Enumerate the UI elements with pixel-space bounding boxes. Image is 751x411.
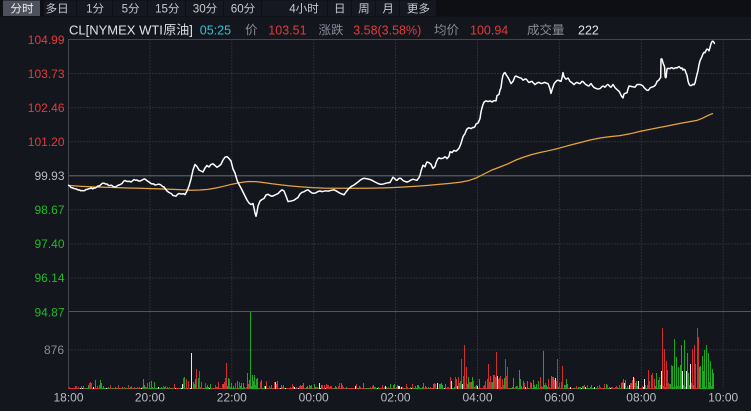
svg-text:15: 15 <box>155 3 168 16</box>
svg-text:100.94: 100.94 <box>470 23 508 37</box>
svg-text:99.93: 99.93 <box>34 169 64 183</box>
svg-text:22:00: 22:00 <box>217 391 247 405</box>
svg-text:30: 30 <box>193 3 206 16</box>
svg-text:20:00: 20:00 <box>135 391 165 405</box>
svg-text:98.67: 98.67 <box>34 203 64 217</box>
svg-text:96.14: 96.14 <box>34 271 64 285</box>
svg-text:02:00: 02:00 <box>381 391 411 405</box>
svg-text:4: 4 <box>289 3 296 16</box>
svg-text:1: 1 <box>86 3 92 16</box>
svg-text:10:00: 10:00 <box>708 391 738 405</box>
svg-text:18:00: 18:00 <box>53 391 83 405</box>
svg-text:103.51: 103.51 <box>268 23 306 37</box>
svg-text:]: ] <box>189 22 193 37</box>
svg-text:60: 60 <box>231 3 244 16</box>
svg-text:103.73: 103.73 <box>28 67 65 81</box>
svg-text:00:00: 00:00 <box>299 391 329 405</box>
svg-text:5: 5 <box>122 3 128 16</box>
svg-text:222: 222 <box>578 23 599 37</box>
svg-text:05:25: 05:25 <box>200 23 231 37</box>
svg-text:876: 876 <box>44 343 64 357</box>
svg-text:104.99: 104.99 <box>28 33 65 47</box>
svg-text:08:00: 08:00 <box>626 391 656 405</box>
svg-text:94.87: 94.87 <box>34 305 64 319</box>
svg-text:101.20: 101.20 <box>28 135 65 149</box>
svg-text:06:00: 06:00 <box>544 391 574 405</box>
svg-text:04:00: 04:00 <box>462 391 492 405</box>
svg-text:3.58(3.58%): 3.58(3.58%) <box>353 23 421 37</box>
svg-text:97.40: 97.40 <box>34 237 64 251</box>
svg-text:102.46: 102.46 <box>28 101 65 115</box>
svg-text:CL[NYMEX WTI: CL[NYMEX WTI <box>69 22 163 37</box>
